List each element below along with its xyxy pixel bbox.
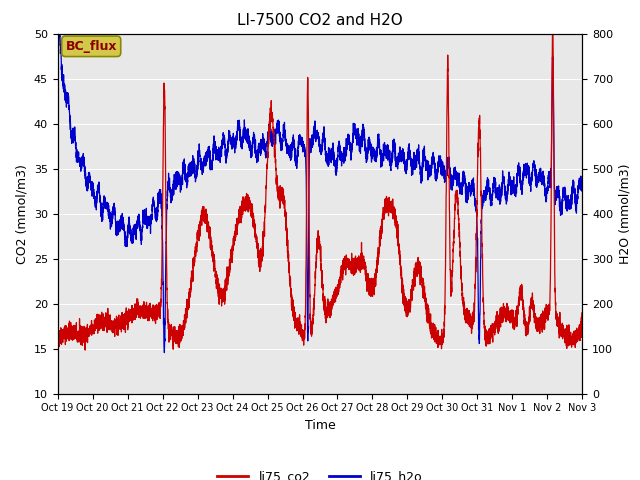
- Legend: li75_co2, li75_h2o: li75_co2, li75_h2o: [212, 465, 428, 480]
- X-axis label: Time: Time: [305, 419, 335, 432]
- Text: BC_flux: BC_flux: [65, 40, 117, 53]
- Y-axis label: CO2 (mmol/m3): CO2 (mmol/m3): [15, 164, 28, 264]
- Y-axis label: H2O (mmol/m3): H2O (mmol/m3): [619, 163, 632, 264]
- Title: LI-7500 CO2 and H2O: LI-7500 CO2 and H2O: [237, 13, 403, 28]
